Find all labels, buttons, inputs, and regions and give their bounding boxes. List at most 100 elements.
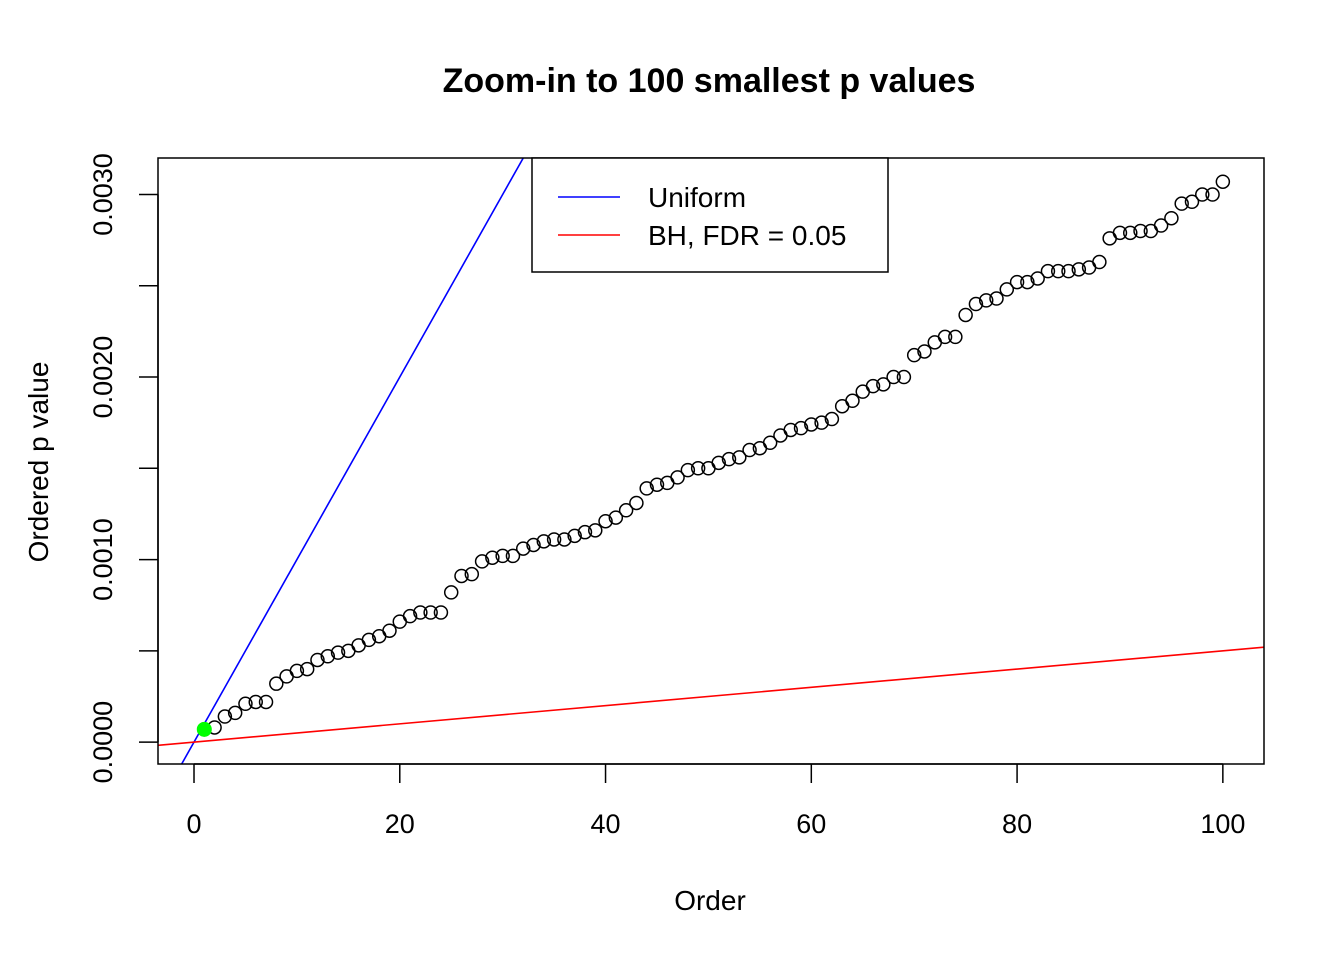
data-point bbox=[742, 442, 757, 458]
data-point bbox=[495, 548, 510, 564]
data-point bbox=[413, 605, 428, 620]
x-axis: 0 20 40 60 80 100 bbox=[186, 763, 1245, 839]
data-point bbox=[320, 649, 336, 664]
data-point bbox=[1174, 196, 1189, 211]
data-point bbox=[474, 554, 490, 569]
x-tick-label: 20 bbox=[385, 809, 415, 839]
data-point bbox=[1071, 262, 1087, 277]
x-tick-label: 100 bbox=[1200, 809, 1245, 839]
data-point bbox=[968, 296, 984, 312]
data-point bbox=[999, 282, 1015, 297]
data-point bbox=[814, 415, 829, 430]
data-point bbox=[711, 455, 726, 471]
data-point bbox=[958, 307, 973, 323]
data-point bbox=[1050, 263, 1066, 279]
y-axis: 0.0000 0.0010 0.0020 0.0030 bbox=[88, 153, 159, 783]
data-point bbox=[1009, 274, 1025, 290]
data-point bbox=[598, 513, 613, 529]
data-point bbox=[804, 417, 819, 432]
data-point bbox=[1061, 263, 1076, 279]
legend-box bbox=[531, 157, 889, 273]
data-point bbox=[629, 495, 644, 511]
data-point bbox=[361, 632, 377, 648]
x-tick-label: 80 bbox=[1002, 809, 1032, 839]
data-point bbox=[762, 435, 778, 450]
data-point bbox=[310, 652, 325, 668]
data-point bbox=[680, 462, 696, 478]
data-point bbox=[690, 461, 706, 476]
data-point bbox=[238, 696, 253, 712]
data-point bbox=[505, 548, 521, 564]
data-point bbox=[433, 605, 449, 620]
data-point bbox=[783, 422, 798, 438]
data-point bbox=[485, 550, 500, 565]
data-point bbox=[546, 532, 562, 547]
data-point bbox=[639, 481, 654, 496]
data-point bbox=[732, 450, 747, 465]
data-point bbox=[248, 694, 263, 710]
data-point bbox=[1153, 218, 1169, 233]
data-point bbox=[618, 503, 634, 518]
data-point bbox=[906, 347, 922, 363]
data-point bbox=[1040, 263, 1056, 279]
data-point bbox=[1205, 187, 1220, 202]
data-point bbox=[876, 377, 891, 392]
data-point bbox=[1184, 194, 1200, 210]
data-point bbox=[227, 705, 243, 721]
chart-title: Zoom-in to 100 smallest p values bbox=[443, 62, 976, 100]
x-tick-label: 40 bbox=[591, 809, 621, 839]
x-axis-label: Order bbox=[674, 885, 746, 916]
y-axis-label: Ordered p value bbox=[23, 362, 54, 563]
data-point bbox=[896, 369, 912, 385]
data-point bbox=[526, 537, 541, 553]
data-point bbox=[557, 532, 572, 547]
data-points bbox=[197, 174, 1231, 737]
legend-label-bh: BH, FDR = 0.05 bbox=[648, 220, 846, 251]
data-point bbox=[330, 645, 346, 660]
data-point bbox=[1092, 254, 1107, 270]
data-point bbox=[1195, 187, 1210, 202]
y-tick-label: 0.0030 bbox=[88, 153, 118, 236]
data-point bbox=[1030, 271, 1045, 286]
data-point bbox=[443, 585, 459, 600]
highlight-layer bbox=[196, 721, 212, 737]
reference-line-uniform bbox=[180, 158, 525, 764]
data-point bbox=[886, 369, 901, 385]
data-point bbox=[670, 470, 685, 485]
legend-label-uniform: Uniform bbox=[648, 182, 746, 213]
x-tick-label: 0 bbox=[186, 809, 201, 839]
y-tick-label: 0.0010 bbox=[88, 518, 118, 601]
data-point bbox=[588, 523, 603, 538]
data-point bbox=[649, 477, 665, 492]
reference-line-bh bbox=[158, 646, 1264, 747]
data-point bbox=[299, 661, 315, 677]
data-point bbox=[402, 608, 418, 624]
data-point bbox=[1164, 210, 1179, 226]
data-point bbox=[1112, 225, 1128, 241]
data-point bbox=[269, 676, 284, 691]
data-point bbox=[865, 378, 881, 394]
legend: Uniform BH, FDR = 0.05 bbox=[531, 157, 889, 273]
data-point bbox=[937, 329, 953, 345]
data-point bbox=[1215, 174, 1231, 189]
reference-lines bbox=[158, 158, 1264, 764]
data-point bbox=[217, 709, 233, 724]
data-point bbox=[989, 291, 1004, 306]
y-tick-label: 0.0020 bbox=[88, 336, 118, 419]
x-tick-label: 60 bbox=[796, 809, 826, 839]
data-point bbox=[515, 541, 531, 556]
data-point bbox=[258, 694, 274, 710]
highlight-point bbox=[196, 721, 212, 737]
data-point bbox=[1133, 223, 1148, 239]
data-point bbox=[948, 329, 963, 345]
data-point bbox=[845, 393, 860, 409]
data-point bbox=[793, 420, 809, 436]
data-point bbox=[1020, 274, 1035, 290]
data-point bbox=[1123, 225, 1138, 241]
data-point bbox=[978, 293, 994, 308]
data-point bbox=[423, 605, 438, 620]
data-point bbox=[824, 411, 840, 427]
data-point bbox=[382, 623, 397, 639]
data-point bbox=[577, 524, 593, 540]
